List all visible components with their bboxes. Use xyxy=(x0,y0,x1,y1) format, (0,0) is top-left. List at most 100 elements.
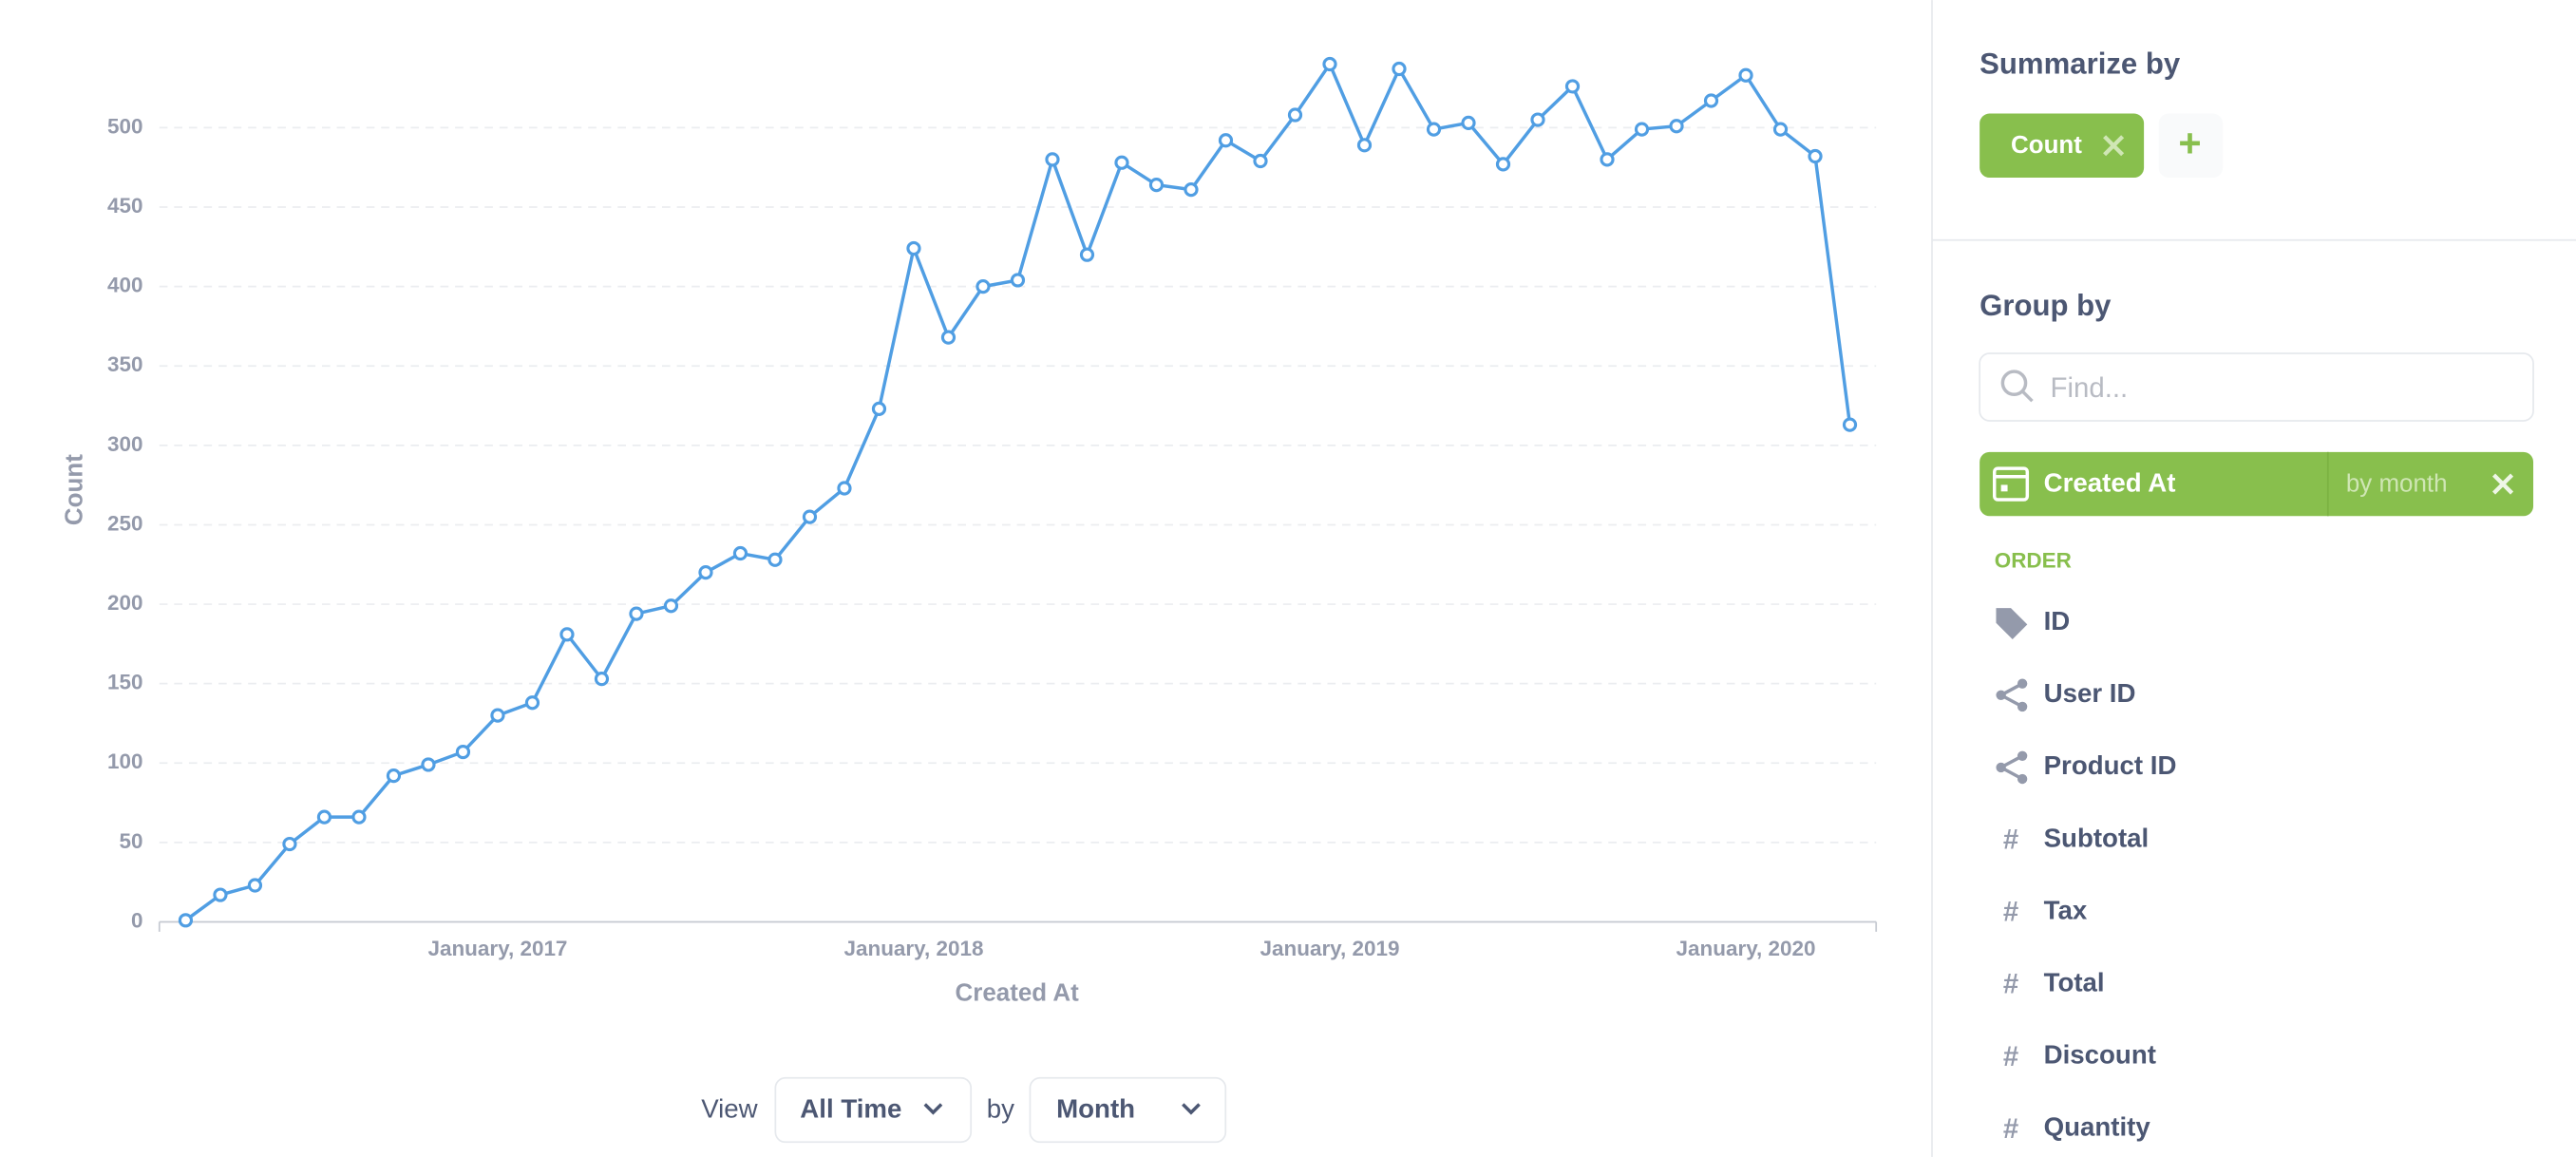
data-point[interactable] xyxy=(1148,177,1165,193)
data-point[interactable] xyxy=(906,240,921,256)
add-button[interactable] xyxy=(2158,113,2224,178)
data-point[interactable] xyxy=(213,887,228,902)
data-point[interactable] xyxy=(940,330,957,345)
add-label: + xyxy=(2178,121,2201,165)
section-label: ORDER xyxy=(1995,549,2072,573)
data-point[interactable] xyxy=(1600,152,1615,167)
unit-select[interactable] xyxy=(1029,1076,1227,1144)
summarize-title: Summarize by xyxy=(1979,47,2181,81)
data-point[interactable] xyxy=(1530,112,1545,127)
field-label: Subtotal xyxy=(2044,823,2150,852)
data-point[interactable] xyxy=(1738,67,1753,83)
remove-icon[interactable] xyxy=(2103,135,2125,157)
x-tick-label: January, 2018 xyxy=(843,937,983,960)
y-axis-label: Count xyxy=(61,454,87,525)
data-point[interactable] xyxy=(1564,79,1581,94)
remove-icon[interactable] xyxy=(2491,473,2514,495)
data-point[interactable] xyxy=(1079,247,1095,262)
series-line xyxy=(184,60,1852,922)
number-icon: # xyxy=(2003,825,2018,856)
y-tick-label: 50 xyxy=(119,829,142,853)
number-icon: # xyxy=(2003,897,2018,928)
field-label: Product ID xyxy=(2044,750,2177,780)
x-axis-label: Created At xyxy=(956,979,1080,1006)
y-tick-label: 350 xyxy=(107,352,143,376)
data-point[interactable] xyxy=(767,552,783,567)
data-point[interactable] xyxy=(1218,133,1234,148)
search-box[interactable] xyxy=(1979,352,2534,422)
field-label: User ID xyxy=(2044,678,2136,708)
data-point[interactable] xyxy=(316,809,332,825)
unit-value: Month xyxy=(1056,1094,1135,1124)
number-icon: # xyxy=(2003,969,2018,1000)
data-point[interactable] xyxy=(351,809,367,825)
y-tick-label: 0 xyxy=(131,908,143,932)
search-placeholder: Find... xyxy=(2051,372,2129,404)
data-point[interactable] xyxy=(629,606,644,621)
range-select[interactable] xyxy=(774,1076,973,1144)
selected-label: Created At xyxy=(2044,468,2176,498)
data-point[interactable] xyxy=(1356,138,1373,153)
data-point[interactable] xyxy=(247,878,263,893)
data-point[interactable] xyxy=(559,627,575,642)
data-point[interactable] xyxy=(178,913,194,928)
data-point[interactable] xyxy=(802,509,818,524)
metric-chip[interactable] xyxy=(1979,113,2145,178)
fk-icon xyxy=(1996,690,2006,700)
group-title: Group by xyxy=(1979,289,2112,322)
y-tick-label: 400 xyxy=(107,274,143,297)
data-point[interactable] xyxy=(594,672,610,687)
y-tick-label: 450 xyxy=(107,194,143,218)
y-tick-label: 150 xyxy=(107,671,143,694)
fk-icon xyxy=(2017,701,2028,712)
data-point[interactable] xyxy=(1634,122,1650,137)
data-point[interactable] xyxy=(490,708,505,723)
data-point[interactable] xyxy=(975,279,991,294)
data-point[interactable] xyxy=(698,565,713,580)
range-value: All Time xyxy=(800,1094,901,1124)
data-point[interactable] xyxy=(1010,273,1026,288)
data-point[interactable] xyxy=(871,401,887,416)
data-point[interactable] xyxy=(524,695,540,711)
data-point[interactable] xyxy=(1392,61,1407,77)
data-point[interactable] xyxy=(1669,119,1684,134)
by-label: by xyxy=(987,1094,1014,1124)
search-icon xyxy=(2000,370,2028,397)
chart: 0 50 100 150 200 250 300 350 400 450 500 January, 2… xyxy=(61,56,1878,1006)
data-point[interactable] xyxy=(1495,157,1511,172)
data-point[interactable] xyxy=(1703,93,1719,108)
field-label: Quantity xyxy=(2044,1112,2151,1142)
data-point[interactable] xyxy=(455,744,471,760)
bucket-label[interactable]: by month xyxy=(2346,470,2448,497)
data-point[interactable] xyxy=(1184,182,1199,198)
tag-icon xyxy=(1996,608,2028,639)
fk-icon xyxy=(2017,773,2028,785)
view-label: View xyxy=(701,1094,758,1124)
data-point[interactable] xyxy=(663,598,679,614)
data-point[interactable] xyxy=(1772,122,1789,137)
data-point[interactable] xyxy=(1842,417,1858,432)
selected-group[interactable] xyxy=(1979,451,2534,517)
fk-icon xyxy=(2017,678,2028,689)
data-point[interactable] xyxy=(1426,122,1442,137)
y-tick-label: 200 xyxy=(107,591,143,615)
data-point[interactable] xyxy=(1045,152,1060,167)
data-point[interactable] xyxy=(1253,153,1268,169)
data-point[interactable] xyxy=(1808,148,1823,164)
data-point[interactable] xyxy=(1461,115,1476,131)
calendar-icon xyxy=(2000,484,2008,492)
data-point[interactable] xyxy=(837,481,852,496)
field-list: ID User ID Product ID # Subtotal # Tax # Total # D… xyxy=(1996,606,2177,1145)
data-point[interactable] xyxy=(732,545,748,561)
sidebar xyxy=(1932,0,2576,1157)
chevron xyxy=(1182,1103,1201,1115)
data-point[interactable] xyxy=(421,757,436,772)
data-point[interactable] xyxy=(1322,56,1337,72)
data-point[interactable] xyxy=(282,836,297,852)
data-point[interactable] xyxy=(1287,107,1303,123)
search-icon xyxy=(2020,389,2034,403)
field-label: Discount xyxy=(2044,1040,2156,1070)
data-point[interactable] xyxy=(386,768,402,784)
data-point[interactable] xyxy=(1114,155,1129,170)
